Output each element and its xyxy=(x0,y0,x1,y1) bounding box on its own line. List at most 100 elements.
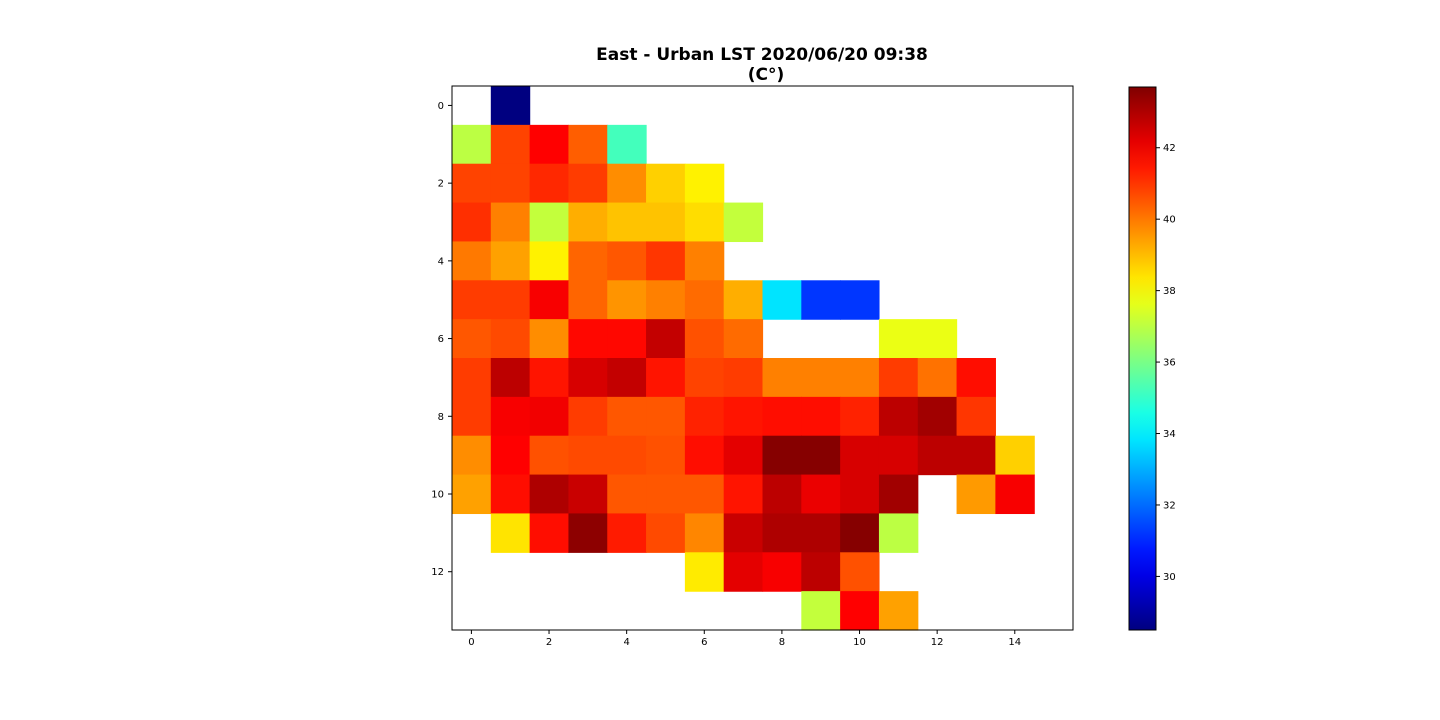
heatmap-cell xyxy=(878,358,919,398)
heatmap-cell xyxy=(452,358,492,398)
heatmap-cell xyxy=(646,513,686,553)
heatmap-cell xyxy=(917,396,958,437)
heatmap-cell xyxy=(723,513,764,553)
colorbar-tick-label: 34 xyxy=(1163,429,1176,440)
y-tick-label: 0 xyxy=(438,101,444,112)
heatmap-cell xyxy=(529,241,570,281)
heatmap-cell xyxy=(840,552,880,592)
heatmap-cell xyxy=(917,319,958,359)
x-tick-label: 0 xyxy=(468,637,474,648)
colorbar-tick-label: 42 xyxy=(1163,143,1176,154)
heatmap-cell xyxy=(607,280,647,320)
heatmap-cell xyxy=(801,591,841,631)
heatmap-cell xyxy=(723,280,764,320)
heatmap-cell xyxy=(607,202,647,243)
heatmap-cell xyxy=(607,435,647,476)
heatmap-cell xyxy=(568,474,608,515)
heatmap-cell xyxy=(529,202,570,243)
heatmap-cell xyxy=(646,163,686,204)
heatmap-cell xyxy=(568,280,608,320)
heatmap-cell xyxy=(956,358,996,398)
heatmap-cell xyxy=(490,86,531,126)
heatmap-cell xyxy=(878,513,919,553)
heatmap-cell xyxy=(684,513,725,553)
heatmap-cell xyxy=(801,280,841,320)
heatmap-cell xyxy=(490,163,531,204)
heatmap-cell xyxy=(568,513,608,553)
heatmap-cell xyxy=(452,435,492,476)
heatmap-cell xyxy=(490,358,531,398)
heatmap-cell xyxy=(723,435,764,476)
heatmap-cell xyxy=(840,591,880,631)
heatmap-cell xyxy=(801,513,841,553)
y-tick-label: 12 xyxy=(431,567,444,578)
heatmap-cell xyxy=(568,202,608,243)
colorbar xyxy=(1129,87,1156,630)
heatmap-cell xyxy=(490,435,531,476)
heatmap-cell xyxy=(490,202,531,243)
heatmap-cell xyxy=(646,474,686,515)
heatmap-cell xyxy=(529,474,570,515)
heatmap-cell xyxy=(568,435,608,476)
heatmap-cell xyxy=(684,319,725,359)
heatmap-cell xyxy=(607,513,647,553)
plot-frame xyxy=(451,85,1074,631)
heatmap-cell xyxy=(646,358,686,398)
heatmap-cell xyxy=(684,552,725,592)
heatmap-cell xyxy=(490,474,531,515)
heatmap-cell xyxy=(568,163,608,204)
heatmap-cell xyxy=(490,241,531,281)
heatmap-cell xyxy=(762,396,802,437)
heatmap-cell xyxy=(646,241,686,281)
heatmap-cell xyxy=(452,474,492,515)
heatmap-cell xyxy=(568,241,608,281)
x-tick-label: 8 xyxy=(779,637,785,648)
heatmap-cell xyxy=(607,474,647,515)
colorbar-frame xyxy=(1128,86,1157,631)
heatmap-cells xyxy=(452,86,1035,631)
x-axis: 0 2 4 6 8 10 12 14 xyxy=(468,630,1021,648)
heatmap-cell xyxy=(723,202,764,243)
heatmap-cell xyxy=(646,435,686,476)
heatmap-cell xyxy=(878,435,919,476)
x-tick-label: 6 xyxy=(701,637,707,648)
heatmap-cell xyxy=(646,396,686,437)
heatmap-cell xyxy=(956,396,996,437)
chart-title-line-1: East - Urban LST 2020/06/20 09:38 xyxy=(596,45,928,65)
heatmap-cell xyxy=(801,552,841,592)
heatmap-cell xyxy=(762,474,802,515)
heatmap-cell xyxy=(840,280,880,320)
heatmap-cell xyxy=(684,202,725,243)
heatmap-cell xyxy=(452,280,492,320)
heatmap-cell xyxy=(529,358,570,398)
x-tick-label: 14 xyxy=(1008,637,1021,648)
y-tick-label: 2 xyxy=(438,179,444,190)
colorbar-tick-label: 40 xyxy=(1163,215,1176,226)
heatmap-cell xyxy=(607,396,647,437)
heatmap-cell xyxy=(452,241,492,281)
chart-title-line-2: (C°) xyxy=(748,65,785,85)
heatmap-cell xyxy=(490,280,531,320)
heatmap-cell xyxy=(452,124,492,165)
heatmap-cell xyxy=(646,280,686,320)
heatmap-cell xyxy=(840,396,880,437)
heatmap-cell xyxy=(529,513,570,553)
colorbar-tick-label: 36 xyxy=(1163,358,1176,369)
heatmap-cell xyxy=(917,358,958,398)
heatmap-cell xyxy=(568,319,608,359)
heatmap-cell xyxy=(762,513,802,553)
heatmap-cell xyxy=(490,319,531,359)
heatmap-cell xyxy=(723,358,764,398)
heatmap-cell xyxy=(568,124,608,165)
heatmap-cell xyxy=(995,474,1035,515)
heatmap-cell xyxy=(723,552,764,592)
heatmap-cell xyxy=(762,358,802,398)
heatmap-cell xyxy=(490,513,531,553)
heatmap-cell xyxy=(452,319,492,359)
heatmap-cell xyxy=(762,552,802,592)
y-tick-label: 8 xyxy=(438,412,444,423)
heatmap-cell xyxy=(684,241,725,281)
heatmap-cell xyxy=(917,435,958,476)
y-tick-label: 6 xyxy=(438,334,444,345)
